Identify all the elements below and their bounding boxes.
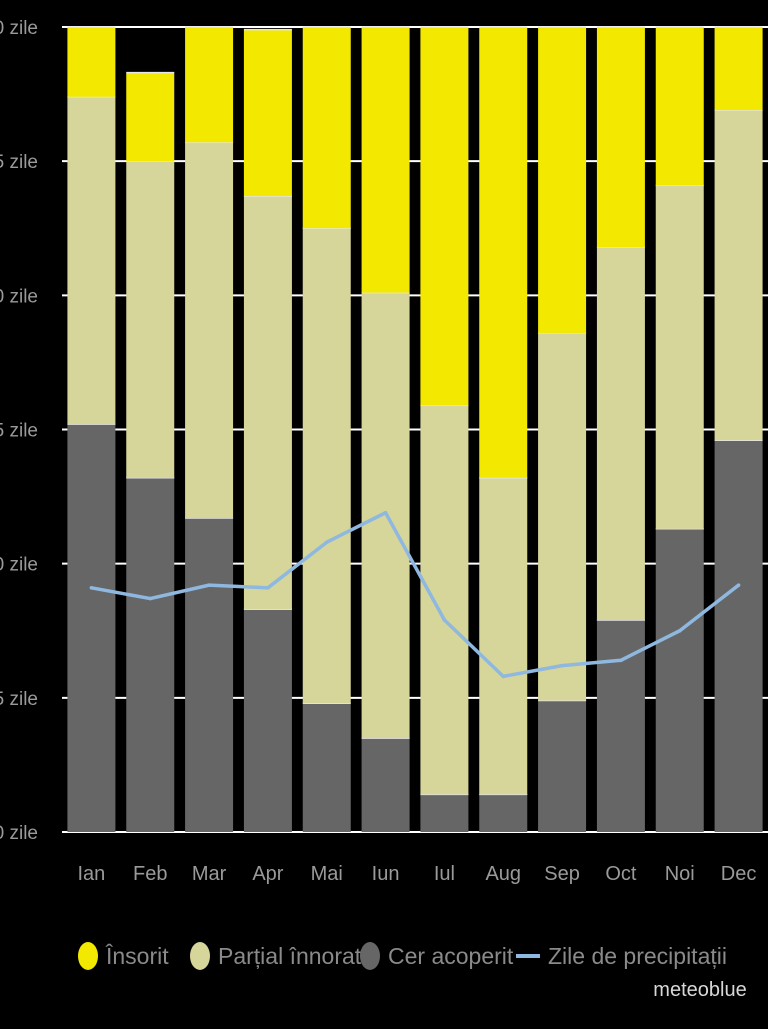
x-tick-label: Dec bbox=[721, 863, 757, 885]
bar-segment bbox=[302, 228, 351, 704]
y-tick-label: 5 zile bbox=[0, 152, 38, 173]
precipitation-point bbox=[148, 596, 153, 601]
x-tick-label: Noi bbox=[665, 863, 695, 885]
bar-segment bbox=[126, 477, 175, 832]
bar-segment bbox=[538, 700, 587, 832]
precipitation-point bbox=[501, 674, 506, 679]
bar-segment bbox=[126, 161, 175, 478]
precipitation-point bbox=[89, 586, 94, 590]
precipitation-point bbox=[736, 583, 741, 587]
x-tick-label: Iul bbox=[434, 863, 455, 885]
bar-segment bbox=[714, 27, 763, 111]
precipitation-line bbox=[91, 510, 740, 679]
bar-segment bbox=[596, 27, 645, 248]
bar-segment bbox=[655, 528, 704, 832]
bar-segment bbox=[67, 424, 116, 832]
x-tick-label: Aug bbox=[485, 863, 521, 885]
x-tick-label: Mar bbox=[192, 863, 227, 885]
precipitation-point bbox=[324, 540, 329, 544]
bar-segment bbox=[67, 27, 116, 97]
bar-segment bbox=[420, 405, 469, 795]
legend-label: Însorit bbox=[105, 943, 169, 969]
bars-layer bbox=[67, 26, 763, 832]
y-tick-label: 0 zile bbox=[0, 823, 38, 844]
legend-label: Zile de precipitații bbox=[548, 943, 727, 969]
y-tick-label: 0 zile bbox=[0, 555, 38, 576]
x-tick-label: Feb bbox=[133, 863, 167, 885]
x-tick-label: Iun bbox=[372, 863, 400, 885]
y-tick-label: 5 zile bbox=[0, 421, 38, 442]
legend-label: Cer acoperit bbox=[388, 943, 514, 969]
bar-segment bbox=[243, 196, 292, 610]
bar-segment bbox=[714, 440, 763, 832]
bar-segment bbox=[714, 110, 763, 441]
bar-segment bbox=[479, 27, 528, 478]
bar-segment bbox=[185, 518, 234, 832]
precipitation-point bbox=[266, 586, 270, 590]
y-tick-label: 0 zile bbox=[0, 286, 38, 307]
legend-swatch bbox=[78, 942, 98, 970]
bar-segment bbox=[302, 703, 351, 832]
bar-segment bbox=[185, 142, 234, 519]
bar-segment bbox=[655, 185, 704, 529]
bar-segment bbox=[596, 247, 645, 621]
line-layer bbox=[89, 510, 741, 679]
y-tick-label: 0 zile bbox=[0, 18, 38, 39]
precipitation-point bbox=[619, 658, 623, 663]
bar-segment bbox=[126, 72, 175, 162]
legend-swatch bbox=[360, 942, 380, 970]
bar-segment bbox=[243, 29, 292, 197]
precipitation-point bbox=[383, 510, 388, 515]
bar-segment bbox=[67, 96, 116, 425]
y-tick-label: 5 zile bbox=[0, 689, 38, 710]
precipitation-point bbox=[560, 663, 564, 668]
precipitation-point bbox=[207, 583, 211, 587]
precipitation-point bbox=[677, 628, 682, 633]
bar-segment bbox=[361, 738, 410, 832]
x-tick-label: Ian bbox=[78, 863, 106, 885]
axis-layer: 0 zile 5 zile 0 zile 5 zile 0 zile 5 zile 0 zi… bbox=[0, 18, 756, 885]
meteoblue-logo-text: meteoblue bbox=[653, 979, 746, 1001]
x-tick-label: Apr bbox=[252, 863, 283, 885]
legend-label: Parțial înnorat bbox=[218, 943, 362, 969]
bar-segment bbox=[302, 27, 351, 229]
bar-segment bbox=[243, 609, 292, 832]
bar-segment bbox=[420, 794, 469, 832]
bar-segment bbox=[479, 794, 528, 832]
bar-segment bbox=[361, 27, 410, 293]
bar-segment bbox=[420, 27, 469, 406]
legend-swatch bbox=[190, 942, 210, 970]
bar-segment bbox=[479, 477, 528, 795]
x-tick-label: Oct bbox=[605, 863, 637, 885]
bar-segment bbox=[538, 332, 587, 701]
bar-segment bbox=[538, 27, 587, 333]
precipitation-point bbox=[442, 618, 447, 622]
x-tick-label: Mai bbox=[311, 863, 343, 885]
legend: Însorit Parțial înnorat Cer acoperit Zile d… bbox=[78, 942, 727, 970]
x-tick-label: Sep bbox=[544, 863, 580, 885]
bar-segment bbox=[596, 620, 645, 832]
bar-segment bbox=[655, 27, 704, 186]
bar-segment bbox=[185, 27, 234, 143]
